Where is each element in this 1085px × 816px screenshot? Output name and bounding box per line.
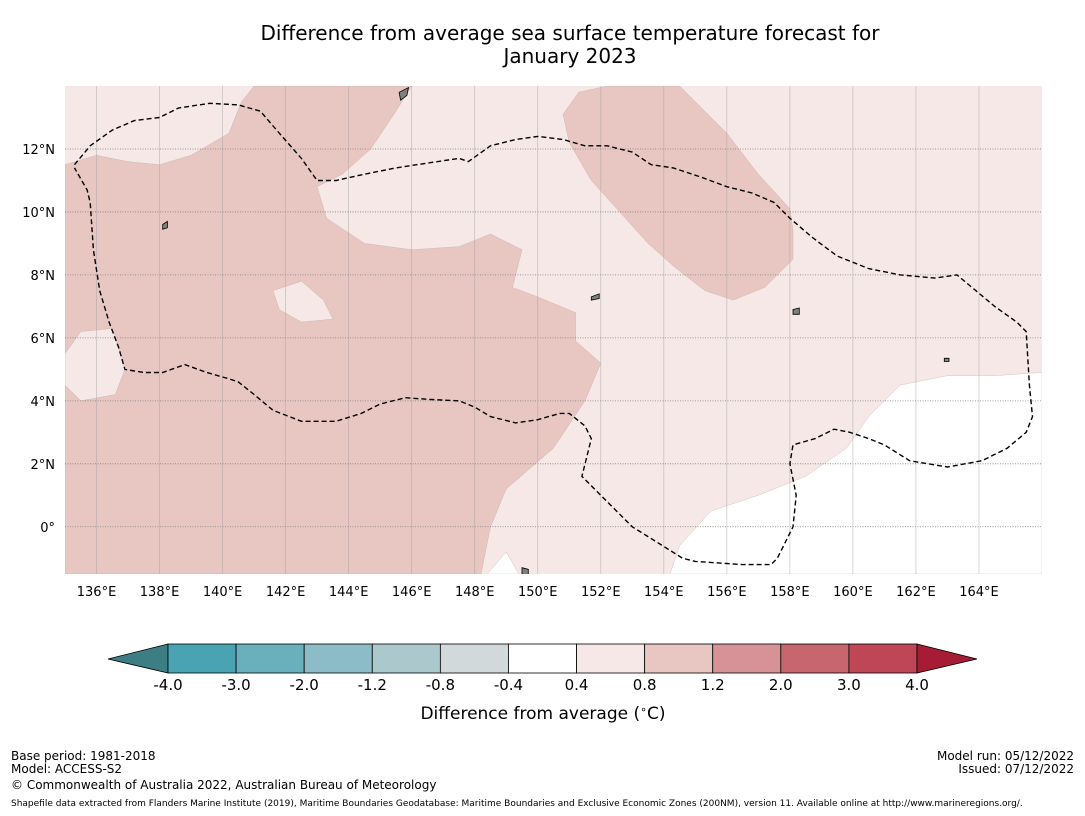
colorbar-tick-label: 3.0: [837, 676, 861, 694]
x-tick-label: 136°E: [77, 585, 117, 600]
y-axis-labels: 0° 2°N 4°N 6°N 8°N 10°N 12°N: [22, 143, 55, 536]
chart-title-line-1: Difference from average sea surface temp…: [260, 21, 880, 45]
x-tick-label: 150°E: [518, 585, 558, 600]
colorbar-tick-label: -2.0: [290, 676, 319, 694]
y-tick-label: 0°: [40, 521, 55, 536]
anomaly-minus0.4-to-0.4-sw: [486, 551, 520, 574]
anomaly-minus0.4-to-0.4-south: [669, 372, 1042, 574]
eez-north: [73, 102, 1034, 566]
colorbar-tick-label: -1.2: [358, 676, 387, 694]
colorbar-segment: [508, 643, 577, 674]
colorbar-segment: [644, 643, 714, 674]
graticule: [65, 86, 1042, 574]
model-note: Model: ACCESS-S2: [11, 762, 123, 776]
anomaly-0.4-to-0.8-pocket-central: [272, 280, 334, 323]
island-chuuk: [590, 293, 600, 301]
issued-note: Issued: 07/12/2022: [958, 762, 1074, 776]
x-tick-label: 152°E: [581, 585, 621, 600]
colorbar-segment: [848, 643, 918, 674]
y-tick-label: 2°N: [31, 458, 56, 473]
colorbar-title: Difference from average (∘C): [420, 703, 665, 724]
colorbar-segment: [303, 643, 373, 674]
x-tick-label: 156°E: [707, 585, 747, 600]
y-tick-label: 8°N: [31, 269, 56, 284]
colorbar: -4.0 -3.0 -2.0 -1.2 -0.8 -0.4 0.4 0.8 1.2 2.0 3.0 4…: [107, 643, 978, 724]
x-axis-labels: 136°E 138°E 140°E 142°E 144°E 146°E 148°E 150°E…: [77, 585, 999, 600]
y-tick-label: 4°N: [31, 395, 56, 410]
x-tick-label: 154°E: [644, 585, 684, 600]
colorbar-segment: [235, 643, 305, 674]
x-tick-label: 162°E: [896, 585, 936, 600]
colorbar-tick-label: 0.8: [633, 676, 657, 694]
colorbar-tick-label: 4.0: [905, 676, 929, 694]
x-tick-label: 146°E: [392, 585, 432, 600]
eez-boundaries: [73, 102, 1034, 566]
colorbar-tick-label: 2.0: [769, 676, 793, 694]
colorbar-extend-min: [107, 643, 169, 674]
colorbar-segment: [712, 643, 782, 674]
x-tick-label: 144°E: [329, 585, 369, 600]
x-tick-label: 142°E: [266, 585, 306, 600]
colorbar-extend-max: [916, 643, 978, 674]
x-tick-label: 140°E: [203, 585, 243, 600]
shapefile-credit: Shapefile data extracted from Flanders M…: [11, 799, 1023, 809]
colorbar-segment: [780, 643, 850, 674]
island-palau: [46, 546, 57, 562]
base-period-note: Base period: 1981-2018: [11, 749, 156, 763]
x-tick-label: 164°E: [959, 585, 999, 600]
x-tick-label: 138°E: [140, 585, 180, 600]
colorbar-segment: [371, 643, 441, 674]
colorbar-tick-label: -0.8: [426, 676, 455, 694]
colorbar-tick-label: 1.2: [701, 676, 725, 694]
colorbar-tick-label: 0.4: [565, 676, 589, 694]
x-tick-label: 158°E: [770, 585, 810, 600]
colorbar-tick-label: -3.0: [221, 676, 250, 694]
anomaly-regions: [65, 86, 1042, 574]
x-tick-label: 160°E: [833, 585, 873, 600]
anomaly-0.4-to-0.8-pocket-west: [65, 328, 126, 402]
colorbar-segment: [167, 643, 237, 674]
y-tick-label: 10°N: [22, 206, 55, 221]
chart-title-line-2: January 2023: [503, 44, 637, 68]
colorbar-tick-label: -4.0: [153, 676, 182, 694]
island-ngulu: [162, 220, 168, 230]
island-guam-north: [398, 86, 410, 101]
y-tick-label: 6°N: [31, 332, 56, 347]
colorbar-segment: [576, 643, 646, 674]
copyright-note: © Commonwealth of Australia 2022, Austra…: [11, 778, 437, 792]
y-tick-label: 12°N: [22, 143, 55, 158]
colorbar-tick-label: -0.4: [494, 676, 523, 694]
island-pohnpei: [792, 307, 800, 315]
x-tick-label: 148°E: [455, 585, 495, 600]
island-sw: [521, 567, 529, 574]
model-run-note: Model run: 05/12/2022: [936, 749, 1074, 763]
land-masses: [46, 86, 950, 574]
chart-title: Difference from average sea surface temp…: [160, 22, 980, 68]
colorbar-segment: [439, 643, 509, 674]
island-kosrae: [943, 357, 950, 362]
